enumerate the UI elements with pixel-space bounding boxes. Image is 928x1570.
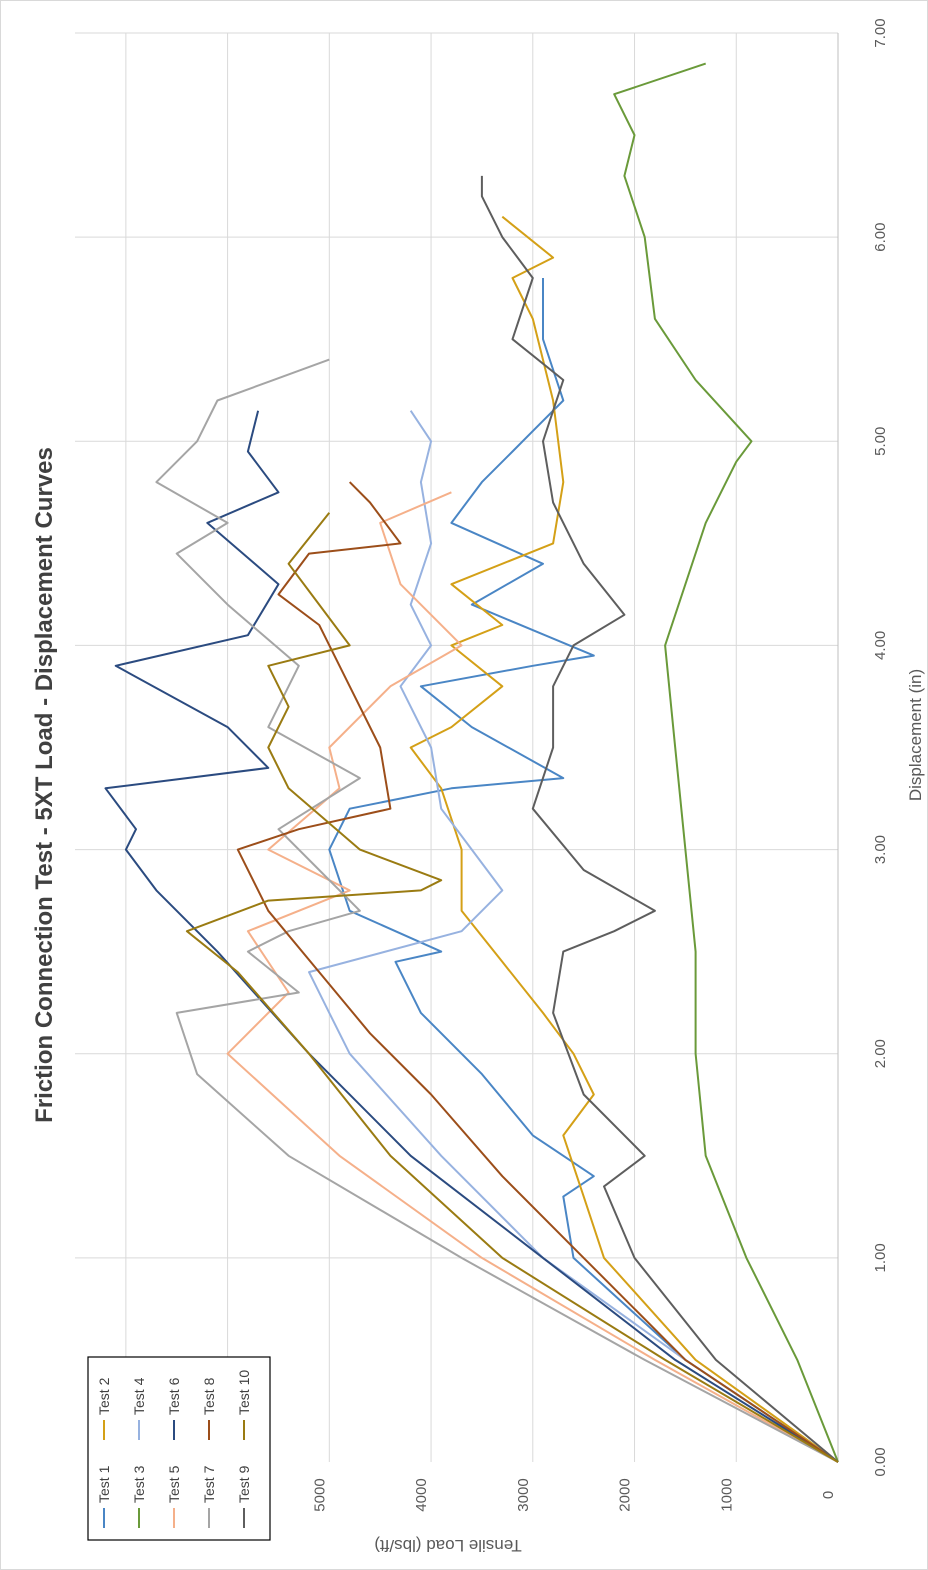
series-lines [104, 62, 839, 1463]
x-tick-label: 4.00 [872, 631, 889, 660]
legend-label: Test 9 [236, 1465, 252, 1503]
x-tick-label: 7.00 [872, 18, 889, 47]
y-tick-label: 3000 [515, 1478, 532, 1511]
series-line-test-7 [155, 358, 839, 1463]
legend: Test 1 Test 2 Test 3 Test 4 Test 5 Test 6 Test… [87, 1356, 271, 1541]
y-axis-title: Tensile Load (lbs/ft) [374, 1536, 521, 1555]
series-line-test-3 [613, 62, 839, 1463]
series-line-test-9 [480, 175, 839, 1463]
x-tick-label: 0.00 [872, 1447, 889, 1476]
chart-title: Friction Connection Test - 5XT Load - Di… [31, 447, 58, 1123]
series-line-test-8 [236, 481, 839, 1463]
legend-label: Test 2 [96, 1377, 112, 1415]
legend-label: Test 10 [236, 1370, 252, 1415]
series-line-test-6 [104, 410, 839, 1463]
y-tick-label: 4000 [413, 1478, 430, 1511]
series-line-test-4 [308, 410, 839, 1463]
legend-label: Test 5 [166, 1465, 182, 1503]
legend-label: Test 1 [96, 1465, 112, 1503]
tick-labels: 0.00 1.00 2.00 3.00 4.00 5.00 6.00 7.00 0 1000 200… [108, 18, 889, 1511]
y-tick-label: 2000 [617, 1478, 634, 1511]
series-line-test-10 [185, 512, 839, 1463]
legend-label: Test 8 [201, 1377, 217, 1415]
y-tick-label: 5000 [311, 1478, 328, 1511]
x-tick-label: 2.00 [872, 1039, 889, 1068]
x-tick-label: 1.00 [872, 1243, 889, 1272]
legend-box [87, 1356, 271, 1541]
legend-label: Test 6 [166, 1377, 182, 1415]
x-axis-title: Displacement (in) [906, 669, 925, 801]
x-tick-label: 5.00 [872, 427, 889, 456]
x-tick-label: 6.00 [872, 223, 889, 252]
series-line-test-1 [328, 278, 839, 1463]
y-tick-label: 1000 [718, 1478, 735, 1511]
series-line-test-2 [409, 215, 839, 1463]
series-line-test-5 [226, 491, 839, 1463]
gridlines [75, 32, 838, 1462]
x-tick-label: 3.00 [872, 835, 889, 864]
legend-label: Test 3 [131, 1465, 147, 1503]
y-tick-label: 0 [820, 1491, 837, 1499]
legend-label: Test 4 [131, 1377, 147, 1415]
legend-label: Test 7 [201, 1465, 217, 1503]
